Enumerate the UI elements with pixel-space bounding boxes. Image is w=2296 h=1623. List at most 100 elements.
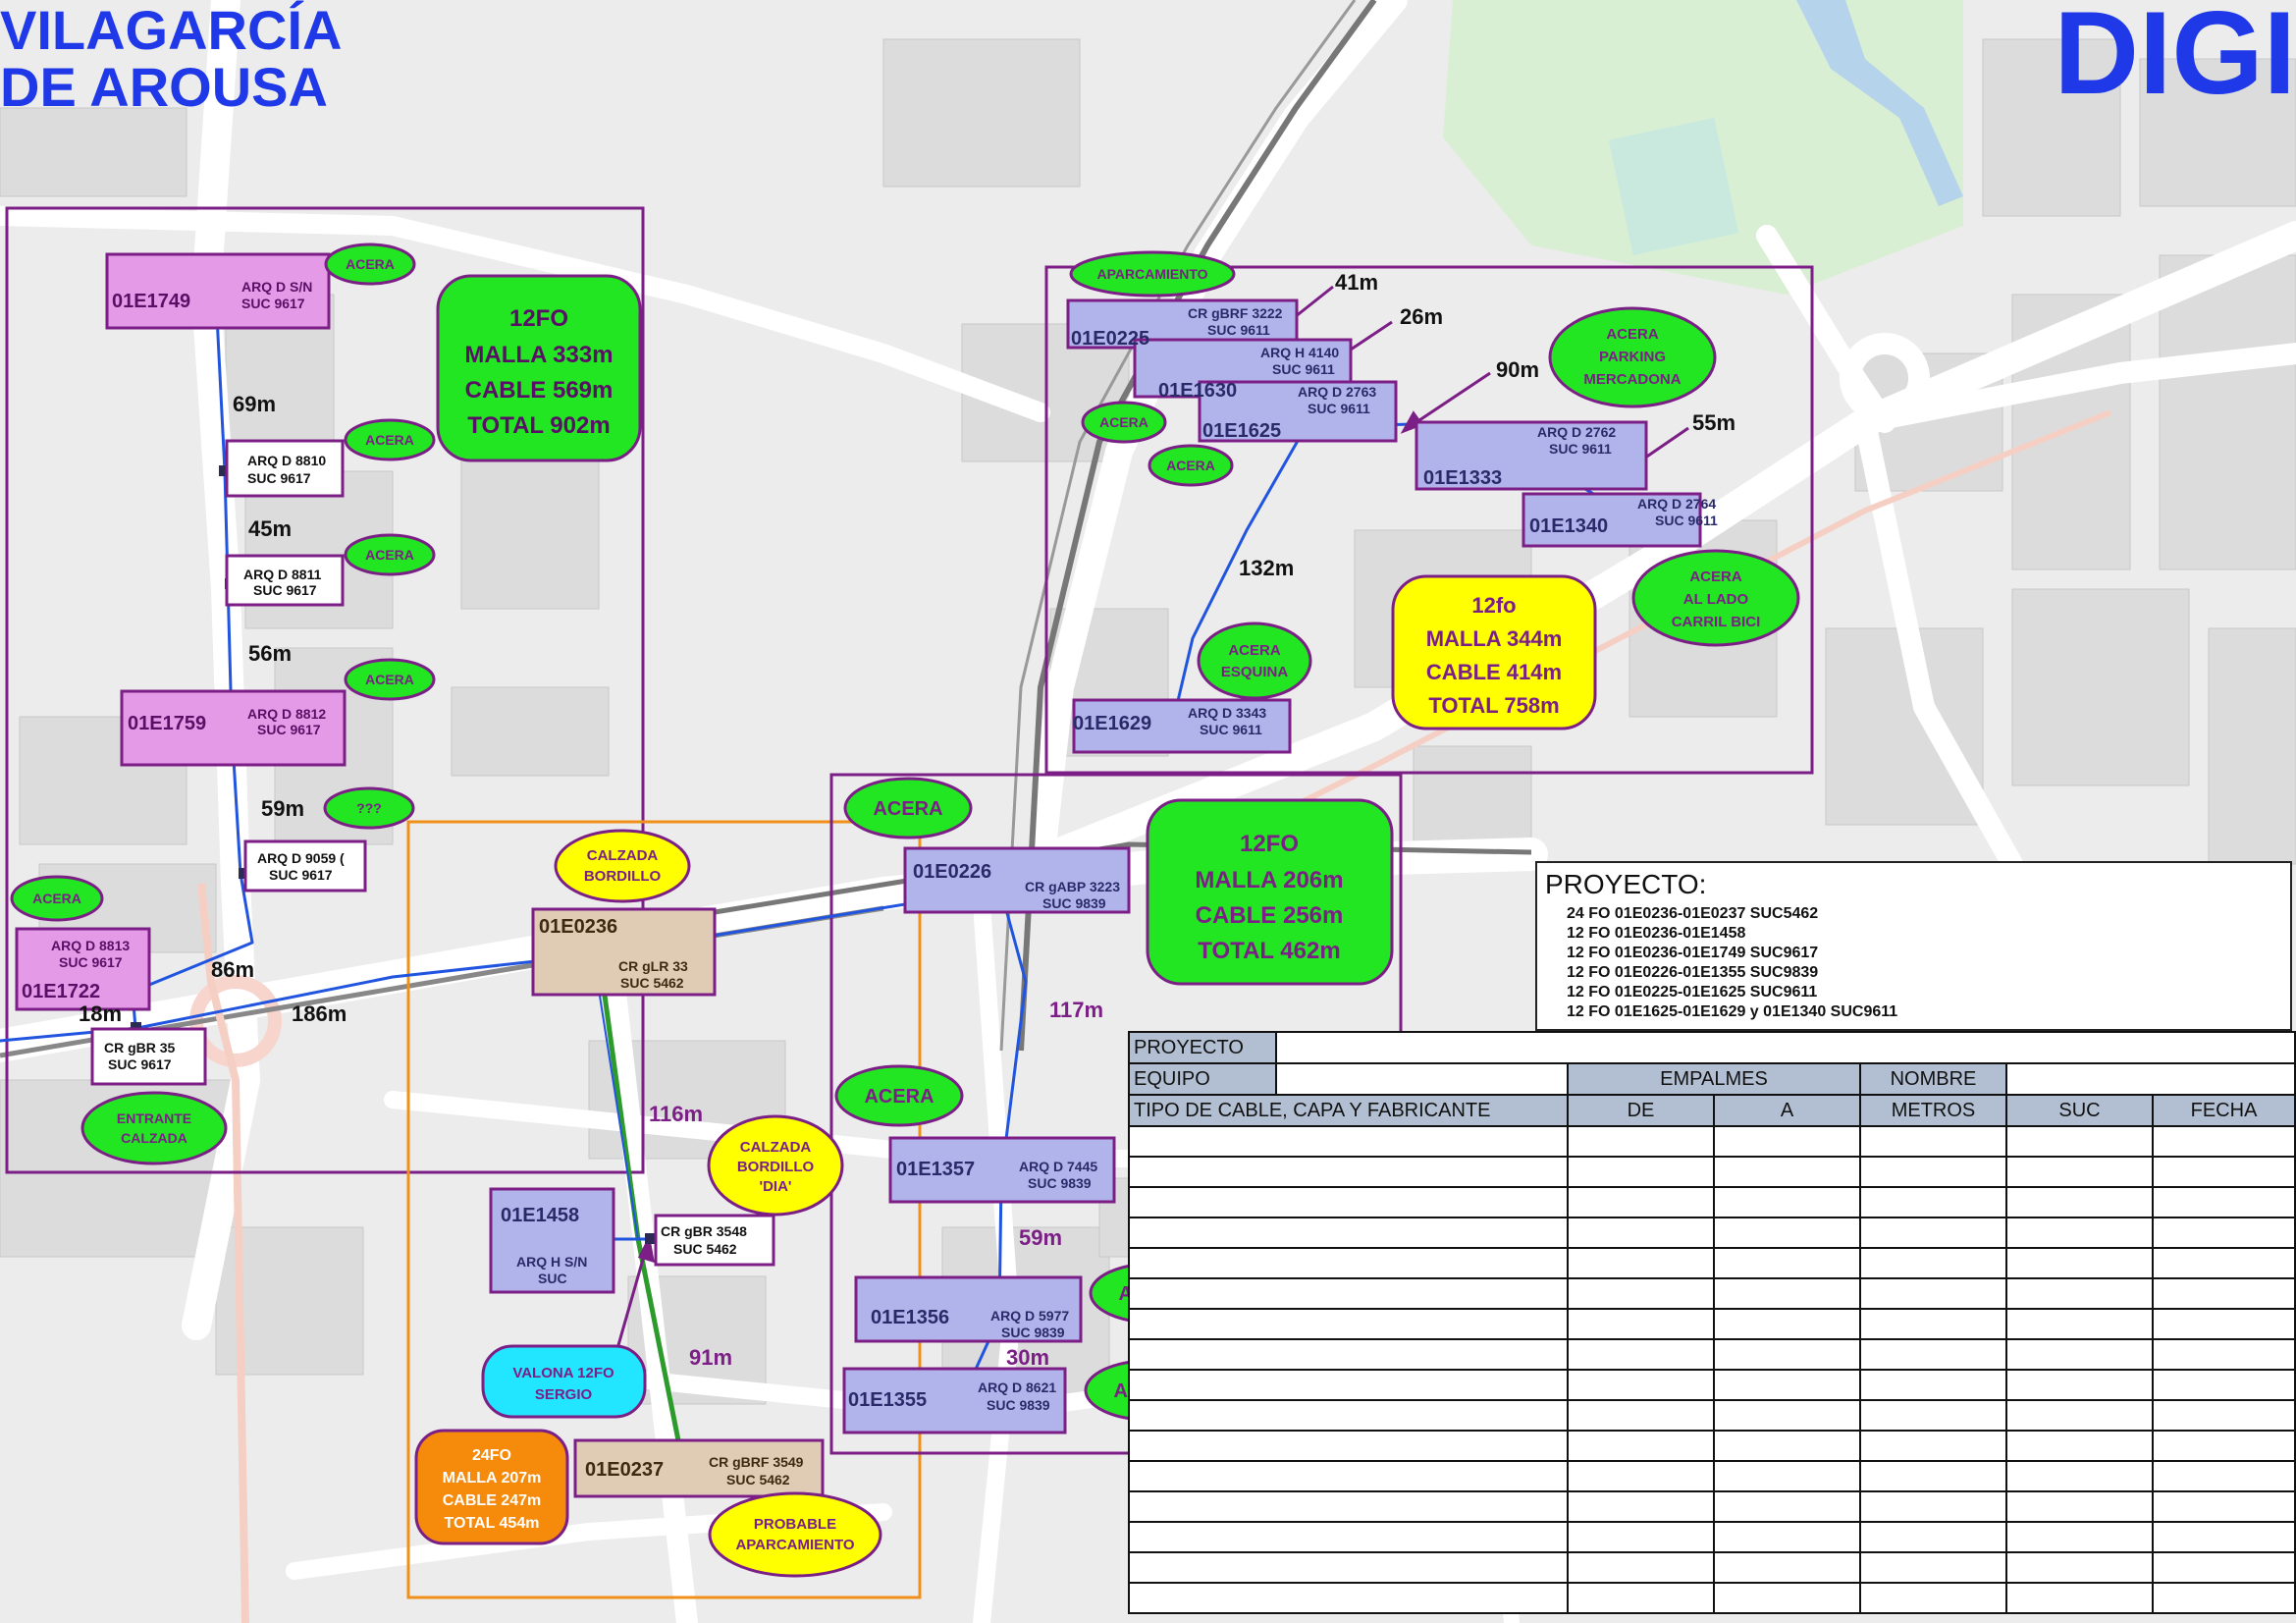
form-cell[interactable] — [2005, 1308, 2154, 1340]
form-cell[interactable] — [1713, 1186, 1861, 1218]
form-cell[interactable] — [1567, 1490, 1715, 1523]
tag-oval[interactable] — [344, 533, 436, 576]
form-cell[interactable] — [1859, 1551, 2007, 1584]
tag-oval[interactable] — [324, 243, 416, 286]
form-cell[interactable] — [1713, 1308, 1861, 1340]
form-cell[interactable] — [1859, 1247, 2007, 1279]
node-box[interactable] — [225, 554, 345, 607]
form-cell[interactable] — [1567, 1277, 1715, 1310]
form-cell[interactable] — [1128, 1490, 1569, 1523]
form-cell[interactable] — [1567, 1217, 1715, 1249]
form-cell[interactable] — [2151, 1308, 2296, 1340]
form-cell[interactable] — [1859, 1308, 2007, 1340]
form-cell[interactable] — [1567, 1247, 1715, 1279]
node-box[interactable] — [1198, 380, 1398, 443]
node-box[interactable] — [489, 1187, 615, 1294]
form-cell[interactable] — [2151, 1338, 2296, 1371]
form-cell[interactable] — [2151, 1551, 2296, 1584]
form-cell[interactable] — [2005, 1369, 2154, 1401]
tag-oval[interactable] — [1148, 444, 1234, 487]
form-cell[interactable] — [1128, 1551, 1569, 1584]
node-box[interactable] — [1072, 698, 1292, 754]
tag-oval[interactable] — [481, 1344, 647, 1419]
summary-box[interactable] — [414, 1429, 569, 1545]
form-cell[interactable] — [1128, 1308, 1569, 1340]
form-cell[interactable] — [1128, 1247, 1569, 1279]
form-cell[interactable] — [1128, 1369, 1569, 1401]
form-cell[interactable] — [1859, 1217, 2007, 1249]
form-cell[interactable] — [2151, 1217, 2296, 1249]
node-box[interactable] — [243, 839, 367, 893]
form-cell[interactable] — [2151, 1125, 2296, 1158]
form-cell[interactable] — [1567, 1399, 1715, 1432]
form-cell[interactable] — [2005, 1125, 2154, 1158]
form-cell[interactable] — [2005, 1277, 2154, 1310]
form-cell[interactable] — [2005, 1217, 2154, 1249]
tag-oval[interactable] — [1631, 549, 1800, 647]
node-box[interactable] — [842, 1367, 1067, 1434]
form-cell[interactable] — [1128, 1338, 1569, 1371]
node-box[interactable] — [531, 907, 717, 997]
form-cell[interactable] — [1713, 1277, 1861, 1310]
form-cell[interactable] — [1128, 1186, 1569, 1218]
form-cell[interactable] — [1128, 1217, 1569, 1249]
node-box[interactable] — [90, 1027, 207, 1086]
node-box[interactable] — [854, 1275, 1083, 1343]
node-box[interactable] — [1522, 492, 1702, 548]
proyecto-field[interactable] — [1274, 1031, 2296, 1064]
form-cell[interactable] — [1713, 1369, 1861, 1401]
tag-oval[interactable] — [1548, 306, 1717, 408]
form-cell[interactable] — [2005, 1156, 2154, 1188]
tag-oval[interactable] — [1081, 401, 1167, 444]
node-box[interactable] — [903, 846, 1131, 914]
node-box[interactable] — [1415, 420, 1648, 491]
node-box[interactable] — [15, 927, 151, 1011]
tag-oval[interactable] — [707, 1114, 844, 1217]
tag-oval[interactable] — [80, 1091, 228, 1165]
form-cell[interactable] — [1859, 1338, 2007, 1371]
form-cell[interactable] — [1859, 1582, 2007, 1614]
form-cell[interactable] — [1713, 1551, 1861, 1584]
form-cell[interactable] — [1859, 1430, 2007, 1462]
form-cell[interactable] — [1713, 1460, 1861, 1492]
form-cell[interactable] — [1859, 1125, 2007, 1158]
form-cell[interactable] — [1713, 1521, 1861, 1553]
form-cell[interactable] — [1859, 1156, 2007, 1188]
tag-oval[interactable] — [554, 829, 691, 903]
form-cell[interactable] — [2151, 1490, 2296, 1523]
node-box[interactable] — [573, 1438, 825, 1498]
form-cell[interactable] — [1567, 1430, 1715, 1462]
form-cell[interactable] — [2005, 1582, 2154, 1614]
node-box[interactable] — [120, 689, 347, 767]
form-cell[interactable] — [1128, 1582, 1569, 1614]
node-box[interactable] — [105, 252, 331, 330]
form-cell[interactable] — [1567, 1308, 1715, 1340]
form-cell[interactable] — [1713, 1125, 1861, 1158]
form-cell[interactable] — [1567, 1156, 1715, 1188]
form-cell[interactable] — [1713, 1156, 1861, 1188]
form-cell[interactable] — [1713, 1399, 1861, 1432]
form-cell[interactable] — [1128, 1125, 1569, 1158]
form-cell[interactable] — [1713, 1247, 1861, 1279]
form-cell[interactable] — [1128, 1460, 1569, 1492]
equipo-field[interactable] — [1275, 1062, 1569, 1096]
form-cell[interactable] — [1128, 1399, 1569, 1432]
form-cell[interactable] — [1128, 1156, 1569, 1188]
form-cell[interactable] — [2151, 1430, 2296, 1462]
form-cell[interactable] — [2151, 1399, 2296, 1432]
tag-oval[interactable] — [708, 1491, 882, 1578]
form-cell[interactable] — [2151, 1156, 2296, 1188]
summary-box[interactable] — [1391, 574, 1597, 730]
tag-oval[interactable] — [1197, 622, 1312, 700]
form-cell[interactable] — [2151, 1369, 2296, 1401]
form-cell[interactable] — [1859, 1277, 2007, 1310]
form-cell[interactable] — [1859, 1490, 2007, 1523]
form-cell[interactable] — [1713, 1582, 1861, 1614]
form-cell[interactable] — [2005, 1430, 2154, 1462]
form-cell[interactable] — [2151, 1460, 2296, 1492]
form-cell[interactable] — [1567, 1186, 1715, 1218]
form-cell[interactable] — [1128, 1521, 1569, 1553]
form-cell[interactable] — [1567, 1125, 1715, 1158]
tag-oval[interactable] — [843, 777, 973, 839]
form-cell[interactable] — [1859, 1460, 2007, 1492]
